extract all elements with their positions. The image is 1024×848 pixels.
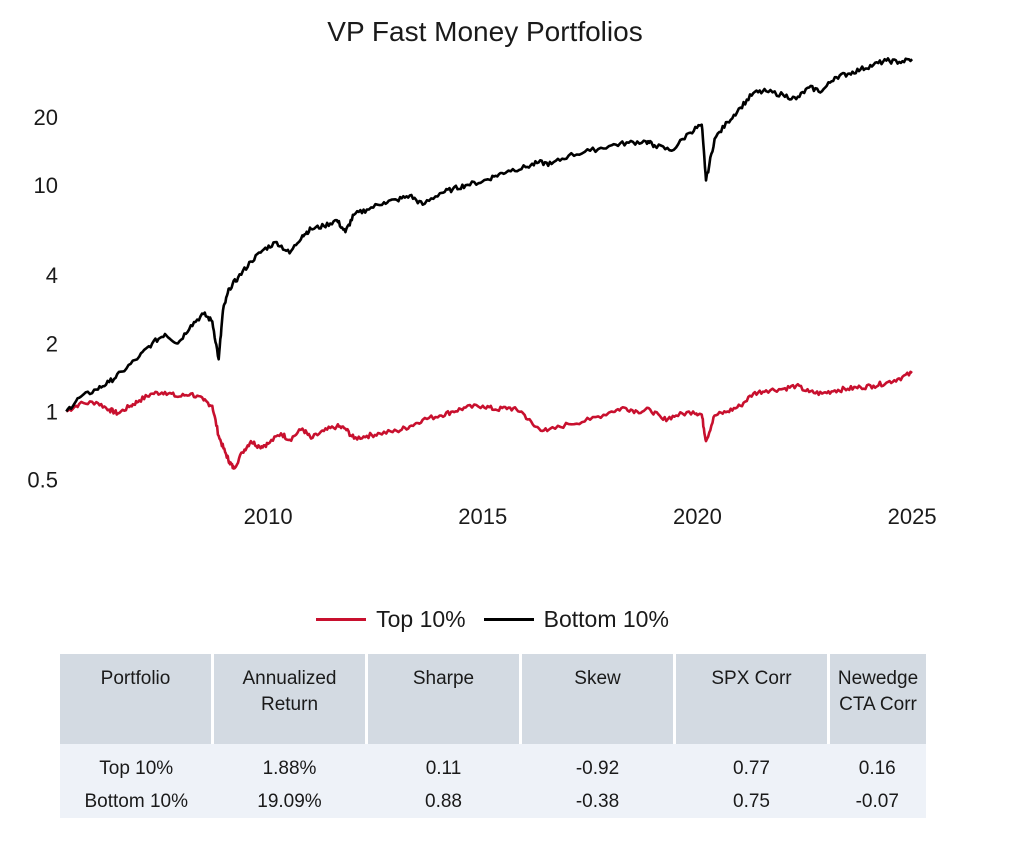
legend-item-bottom10: Bottom 10%: [483, 606, 669, 633]
cell-annualized-return: 1.88%: [262, 757, 317, 779]
chart-title: VP Fast Money Portfolios: [327, 16, 643, 47]
chart-plot: 0.5 1 2 4 10 20 2010 2015 2020 2025: [27, 57, 937, 529]
header-skew: Skew: [520, 654, 676, 744]
series-line-top10: [65, 370, 913, 470]
stats-table: Portfolio Annualized Return Sharpe Skew …: [60, 654, 926, 818]
cell-portfolio: Bottom 10%: [84, 790, 189, 812]
cell-portfolio: Top 10%: [99, 757, 174, 779]
y-tick-label: 2: [46, 331, 58, 356]
header-newedge-cta-corr: Newedge CTA Corr: [828, 654, 926, 744]
legend-swatch-bottom10: [483, 618, 534, 621]
series-line-bottom10: [65, 57, 914, 413]
legend-swatch-top10: [316, 618, 367, 621]
cell-spx-corr: 0.77: [733, 757, 770, 779]
legend-label-top10: Top 10%: [376, 606, 466, 632]
table-header-row: Portfolio Annualized Return Sharpe Skew …: [60, 654, 926, 744]
x-tick-label: 2010: [244, 504, 293, 529]
cell-skew: -0.38: [575, 790, 620, 812]
cell-newedge-cta-corr: -0.07: [855, 790, 899, 812]
x-tick-label: 2020: [673, 504, 722, 529]
y-tick-label: 1: [46, 400, 58, 425]
y-tick-label: 20: [34, 105, 58, 130]
cell-spx-corr: 0.75: [733, 790, 770, 812]
header-annualized-return: Annualized Return: [212, 654, 368, 744]
header-sharpe: Sharpe: [366, 654, 522, 744]
table-row: Top 10% 1.88% 0.11 -0.92 0.77 0.16: [60, 744, 926, 785]
cell-newedge-cta-corr: 0.16: [858, 757, 896, 779]
legend-label-bottom10: Bottom 10%: [543, 606, 669, 632]
y-tick-label: 0.5: [27, 468, 58, 493]
cell-sharpe: 0.88: [425, 790, 462, 812]
cell-sharpe: 0.11: [425, 757, 462, 779]
header-spx-corr: SPX Corr: [674, 654, 830, 744]
cell-annualized-return: 19.09%: [257, 790, 322, 812]
y-tick-label: 10: [34, 173, 58, 198]
header-portfolio: Portfolio: [60, 654, 214, 744]
cell-skew: -0.92: [575, 757, 620, 779]
y-tick-label: 4: [46, 263, 58, 288]
chart-legend: Top 10% Bottom 10%: [0, 606, 985, 633]
table-row: Bottom 10% 19.09% 0.88 -0.38 0.75 -0.07: [60, 785, 926, 818]
x-tick-label: 2015: [458, 504, 507, 529]
x-tick-label: 2025: [888, 504, 937, 529]
legend-item-top10: Top 10%: [316, 606, 466, 633]
